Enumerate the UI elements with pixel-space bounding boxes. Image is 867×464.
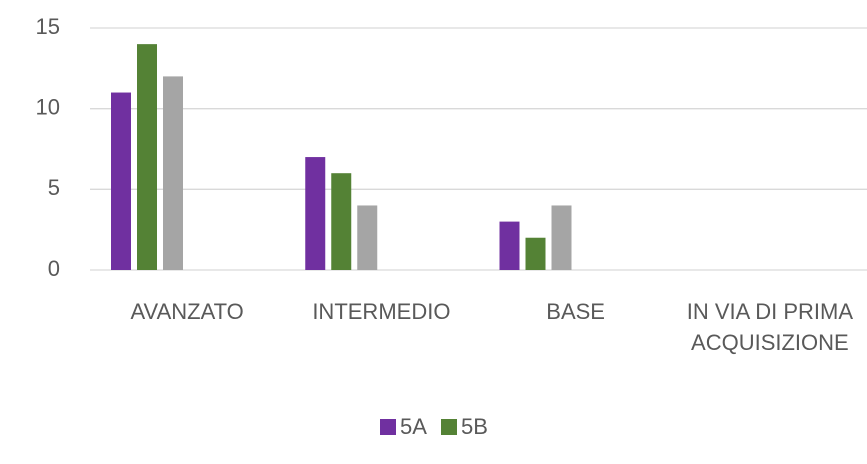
bar [499, 221, 520, 270]
bar [357, 205, 378, 270]
x-tick-label: AVANZATO [130, 299, 244, 324]
bar [163, 76, 183, 271]
bar [525, 237, 546, 270]
y-tick-label: 0 [48, 256, 60, 281]
legend-swatch [380, 419, 396, 435]
legend-label: 5A [400, 414, 427, 439]
y-tick-label: 15 [36, 14, 60, 39]
bar [331, 173, 352, 270]
legend-swatch [441, 419, 457, 435]
x-tick-label: BASE [546, 299, 605, 324]
x-tick-label: INTERMEDIO [312, 299, 451, 324]
bar [111, 92, 131, 271]
y-tick-label: 10 [36, 94, 60, 119]
bar [305, 157, 326, 270]
legend-label: 5B [461, 414, 488, 439]
y-tick-label: 5 [48, 175, 60, 200]
x-tick-label: IN VIA DI PRIMA ACQUISIZIONE [686, 299, 853, 355]
bar [551, 205, 572, 270]
bar [137, 44, 157, 271]
